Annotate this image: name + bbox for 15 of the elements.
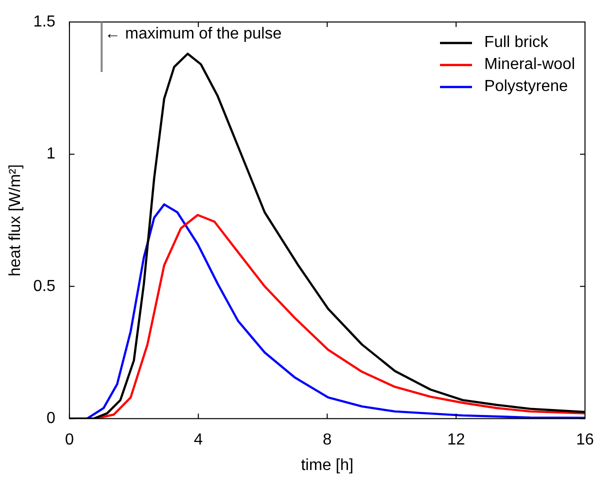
y-tick-label: 0.5 [33, 278, 56, 295]
legend-label: Full brick [484, 34, 548, 52]
x-tick-label: 0 [64, 432, 74, 449]
legend-label: Polystyrene [484, 78, 568, 96]
x-tick-label: 16 [576, 432, 594, 449]
ref-line-label: ← maximum of the pulse [104, 25, 282, 42]
x-axis-title: time [h] [300, 456, 354, 474]
y-tick-label: 1.5 [33, 13, 56, 30]
legend-label: Mineral-wool [484, 56, 575, 74]
x-tick-label: 8 [322, 432, 332, 449]
x-tick-label: 12 [447, 432, 466, 449]
x-tick-label: 4 [194, 432, 203, 449]
y-tick-label: 1 [46, 146, 56, 163]
y-tick-label: 0 [46, 410, 56, 428]
y-axis-title: heat flux [W/m²] [7, 164, 24, 276]
